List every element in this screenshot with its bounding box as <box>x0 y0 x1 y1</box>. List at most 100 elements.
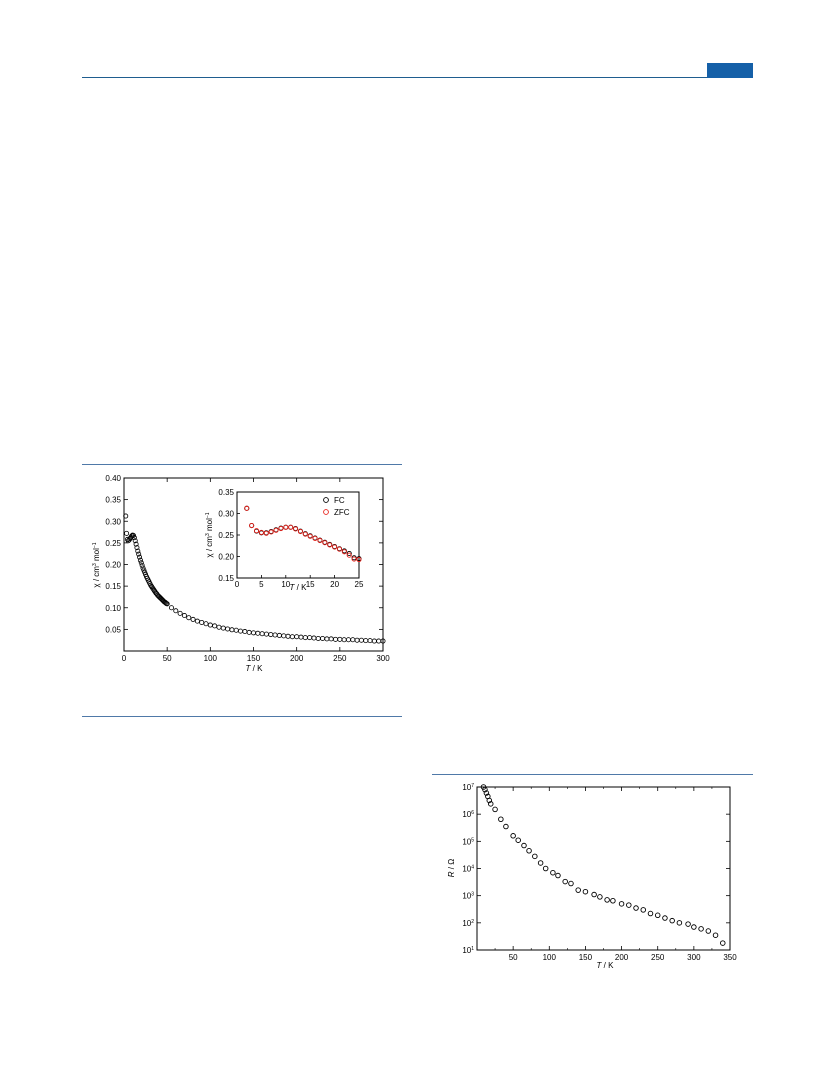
chart1-data-point <box>190 616 196 622</box>
chart2-y-tick-label: 102 <box>462 919 474 928</box>
inset-x-tick-labels: 0 5 10 15 20 25 <box>235 580 364 589</box>
chart1-y-tick-label: 0.40 <box>105 474 121 483</box>
inset-zfc-point <box>258 529 264 535</box>
chart2-data-point <box>698 926 704 932</box>
chart1-points <box>123 513 386 644</box>
inset-x-tick-label: 25 <box>355 580 364 589</box>
inset-zfc-point <box>249 522 255 529</box>
inset-zfc-point <box>278 526 284 532</box>
chart2-points <box>480 784 726 946</box>
chart1-data-point <box>138 560 144 566</box>
inset-zfc-point <box>341 549 347 555</box>
chart2-data-point <box>568 880 574 887</box>
chart2-data-point <box>618 901 625 907</box>
inset-x-tick-label: 10 <box>281 580 290 589</box>
chart2-data-point <box>542 865 549 872</box>
inset-zfc-point <box>253 528 260 534</box>
chart1-data-point <box>380 638 386 644</box>
chart2-data-point <box>562 878 568 885</box>
chart2-y-tick-label: 104 <box>462 865 474 874</box>
chart2-y-axis-label: R / Ω <box>447 859 456 877</box>
chart2-y-tick-label: 101 <box>462 946 474 955</box>
chart2-ticks <box>477 786 731 951</box>
chart2-data-point <box>705 928 712 934</box>
chart2-data-point <box>604 897 610 903</box>
chart2-data-point <box>526 848 532 854</box>
inset-zfc-point <box>273 527 279 533</box>
chart1-y-tick-label: 0.15 <box>105 582 121 591</box>
chart1-data-point <box>134 545 140 551</box>
chart1-data-point <box>137 557 143 563</box>
figure1-bottom-rule <box>82 716 402 717</box>
chart2-data-point <box>591 891 597 898</box>
inset-zfc-point <box>244 505 250 511</box>
chart2-data-point <box>532 853 538 860</box>
inset-zfc-point <box>332 544 338 550</box>
chart1-data-point <box>203 621 209 627</box>
chart2-x-tick-label: 100 <box>543 953 557 962</box>
chart1-data-point <box>132 538 138 544</box>
chart2-data-point <box>626 902 632 908</box>
inset-zfc-point <box>288 524 294 530</box>
inset-y-axis-label: χ / cm3 mol−1 <box>205 512 214 557</box>
chart2-data-point <box>515 837 521 843</box>
chart1-y-tick-label: 0.30 <box>105 517 121 526</box>
inset-x-tick-label: 15 <box>306 580 315 589</box>
chart2-data-point <box>676 920 683 926</box>
inset-ticks <box>236 491 360 579</box>
chart2-data-point <box>498 816 504 822</box>
inset-y-tick-labels: 0.15 0.20 0.25 0.30 0.35 <box>218 488 234 583</box>
chart2-data-point <box>555 872 561 879</box>
chart2-data-point <box>537 860 544 866</box>
chart1-data-point <box>139 562 145 568</box>
inset-zfc-point <box>346 552 352 558</box>
chart2-data-point <box>654 912 661 919</box>
chart2-data-point <box>480 784 487 790</box>
chart1-y-tick-labels: 0.05 0.10 0.15 0.20 0.25 0.30 0.35 0.40 <box>105 474 121 634</box>
inset-x-tick-label: 5 <box>259 580 264 589</box>
chart1-y-tick-label: 0.10 <box>105 604 121 613</box>
legend-fc-label: FC <box>334 496 345 505</box>
chart1-y-tick-label: 0.20 <box>105 561 121 570</box>
inset-points <box>244 505 362 563</box>
chart2-y-tick-label: 107 <box>462 783 474 792</box>
figure2-top-rule <box>432 774 753 775</box>
inset-zfc-point <box>317 538 323 544</box>
chart1-data-point <box>212 623 218 629</box>
legend-zfc-marker <box>323 509 329 515</box>
chart1-x-tick-label: 50 <box>163 654 172 663</box>
inset-zfc-point <box>263 530 269 536</box>
chart1-x-tick-label: 300 <box>376 654 390 663</box>
journal-tab <box>707 63 753 78</box>
chart1-data-point <box>177 610 183 616</box>
chart2-data-point <box>685 921 691 927</box>
inset-y-tick-label: 0.30 <box>218 510 234 519</box>
legend-zfc-label: ZFC <box>334 508 350 517</box>
chart2-data-point <box>662 915 668 921</box>
chart1-data-point <box>136 551 142 557</box>
chart1-data-point <box>124 530 130 536</box>
chart2-data-point <box>633 905 639 911</box>
chart1-data-point <box>168 605 174 611</box>
chart2-data-point <box>597 894 603 900</box>
chart2-y-tick-label: 106 <box>462 810 474 819</box>
chart1-x-tick-label: 250 <box>333 654 347 663</box>
chart2-x-tick-label: 200 <box>615 953 629 962</box>
chart1-y-tick-label: 0.05 <box>105 625 121 634</box>
chart2-data-point <box>582 888 589 895</box>
chart1-data-point <box>137 554 143 560</box>
chart1-y-axis-label: χ / cm3 mol−1 <box>92 542 101 587</box>
chart1-data-point <box>181 613 187 619</box>
inset-x-tick-label: 20 <box>330 580 339 589</box>
chart2-data-point <box>483 790 490 796</box>
chart2-x-tick-labels: 50 100 150 200 250 300 350 <box>509 953 738 962</box>
inset-y-tick-label: 0.35 <box>218 488 234 497</box>
chart1-data-point <box>123 513 129 519</box>
chart1-data-point <box>173 608 179 614</box>
inset-y-tick-label: 0.15 <box>218 574 234 583</box>
inset-y-tick-label: 0.20 <box>218 553 234 562</box>
chart1-x-tick-label: 200 <box>290 654 304 663</box>
chart1-data-point <box>199 619 205 625</box>
